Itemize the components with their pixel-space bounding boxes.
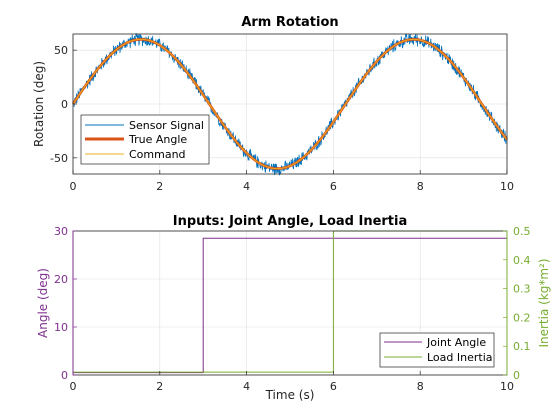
- legend-label-true-angle: True Angle: [128, 133, 187, 146]
- top-xtick-label: 4: [243, 180, 250, 193]
- inputs-ylabel-left: Angle (deg): [36, 268, 50, 338]
- bottom-ytick-left-label: 30: [54, 225, 68, 238]
- legend-label-joint-angle: Joint Angle: [426, 336, 486, 349]
- inputs-xlabel: Time (s): [265, 388, 315, 402]
- arm-rotation-chart: Arm Rotation 0 2 4 6 8 10 -50 0 50 Rotation (deg…: [32, 15, 514, 193]
- bottom-xtick-label: 0: [70, 380, 77, 393]
- arm-rotation-legend: Sensor Signal True Angle Command: [80, 114, 210, 165]
- top-xtick-label: 6: [330, 180, 337, 193]
- bottom-ytick-right-label: 0.1: [513, 340, 531, 353]
- command-line: [72, 38, 508, 170]
- bottom-ytick-right-label: 0.2: [513, 311, 531, 324]
- bottom-ytick-right-label: 0.3: [513, 283, 531, 296]
- bottom-ytick-left-label: 0: [61, 369, 68, 382]
- bottom-xtick-label: 6: [330, 380, 337, 393]
- bottom-xtick-label: 10: [500, 380, 514, 393]
- top-xtick-label: 2: [156, 180, 163, 193]
- arm-rotation-ylabel: Rotation (deg): [32, 61, 46, 147]
- top-ytick-label: 0: [61, 98, 68, 111]
- inputs-ylabel-right: Inertia (kg*m²): [537, 258, 551, 347]
- bottom-ytick-right-label: 0.5: [513, 225, 531, 238]
- top-xtick-label: 10: [500, 180, 514, 193]
- bottom-xtick-label: 4: [243, 380, 250, 393]
- inputs-legend-box: [379, 332, 495, 368]
- top-xtick-label: 0: [70, 180, 77, 193]
- inputs-title: Inputs: Joint Angle, Load Inertia: [173, 214, 408, 229]
- inputs-legend: Joint Angle Load Inertia: [379, 332, 495, 368]
- arm-rotation-ticks: 0 2 4 6 8 10 -50 0 50: [50, 44, 514, 193]
- bottom-ytick-right-label: 0: [513, 369, 520, 382]
- legend-label-sensor-signal: Sensor Signal: [129, 119, 204, 132]
- legend-label-load-inertia: Load Inertia: [427, 351, 493, 364]
- top-ytick-label: -50: [50, 152, 68, 165]
- bottom-xtick-label: 8: [417, 380, 424, 393]
- bottom-xtick-label: 2: [156, 380, 163, 393]
- legend-label-command: Command: [129, 148, 186, 161]
- top-xtick-label: 8: [417, 180, 424, 193]
- inputs-chart: Inputs: Joint Angle, Load Inertia 0 2 4 6 8 1…: [36, 214, 551, 402]
- bottom-ytick-left-label: 10: [54, 321, 68, 334]
- bottom-ytick-right-label: 0.4: [513, 254, 531, 267]
- bottom-ytick-left-label: 20: [54, 273, 68, 286]
- arm-rotation-title: Arm Rotation: [241, 15, 338, 30]
- top-ytick-label: 50: [54, 44, 68, 57]
- arm-rotation-series: [71, 33, 509, 176]
